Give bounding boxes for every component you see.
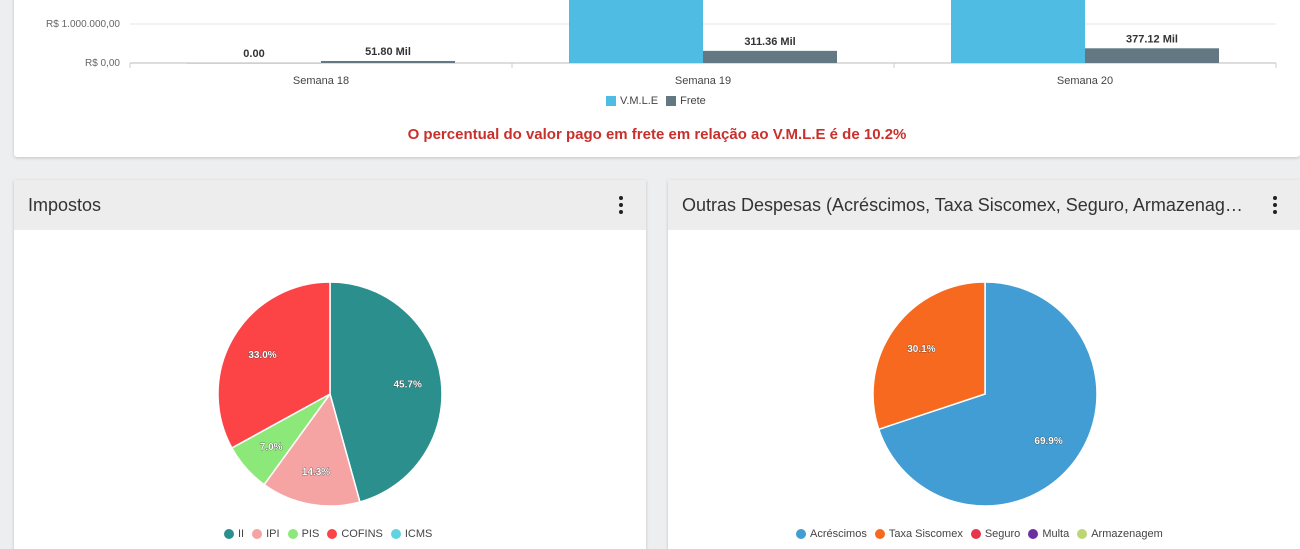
legend-label: Armazenagem [1091,528,1163,540]
legend-swatch [1028,529,1039,539]
pie-slice-acréscimos [877,281,1098,507]
y-tick-label: R$ 1.000.000,00 [46,19,120,30]
legend-item[interactable]: V.M.L.E [606,95,658,107]
legend-swatch [224,529,234,539]
legend-label: V.M.L.E [620,95,659,107]
other-expenses-card-title: Outras Despesas (Acréscimos, Taxa Siscom… [682,194,1243,215]
other-expenses-menu-icon[interactable] [1264,194,1286,216]
legend-item[interactable]: Frete [666,95,706,107]
legend-item[interactable]: COFINS [327,528,383,540]
legend-item[interactable]: Seguro [970,528,1021,540]
bar-chart-legend: V.M.L.E Frete [606,95,714,107]
taxes-pie-chart: 45.7% 14.3% 7.0% 33.0% [217,281,443,507]
pie-slice-ii [329,281,443,503]
pie-value-label: 30.1% [907,344,935,355]
bar-data-label: 0.00 [243,48,264,60]
pie-slice-cofins [217,281,331,449]
legend-swatch [796,529,806,539]
taxes-legend: II IPI PIS COFINS ICMS [224,528,440,540]
legend-label: ICMS [404,528,433,540]
other-expenses-card-header: Outras Despesas (Acréscimos, Taxa Siscom… [668,180,1300,230]
taxes-card-header: Impostos [14,180,646,230]
pie-value-label: 45.7% [394,379,422,390]
legend-swatch [252,529,263,539]
other-expenses-legend: Acréscimos Taxa Siscomex Seguro Multa Armaze… [796,528,1171,540]
legend-swatch [390,529,401,539]
legend-label: Taxa Siscomex [888,528,963,540]
legend-item[interactable]: Acréscimos [796,528,867,540]
pie-slice-ipi [263,392,361,507]
legend-label: II [238,528,245,540]
pie-value-label: 14.3% [302,467,330,478]
other-expenses-card: Outras Despesas (Acréscimos, Taxa Siscom… [668,180,1300,549]
pie-value-label: 33.0% [248,350,276,361]
legend-label: IPI [266,528,280,540]
bar-frete-0 [321,60,455,63]
pie-slice-taxa-siscomex [872,281,986,431]
bar-vmle-0 [187,63,321,64]
x-tick-label: Semana 18 [293,75,349,87]
legend-swatch [1077,529,1088,539]
legend-swatch [666,96,677,106]
y-tick-label: R$ 0,00 [85,58,120,69]
legend-swatch [970,529,981,539]
bar-vmle-2 [951,0,1085,63]
x-tick-label: Semana 20 [1057,75,1113,87]
legend-label: PIS [301,528,320,540]
legend-label: Frete [680,95,706,107]
taxes-card: Impostos 45.7% 14.3% 7.0% 33.0% II IPI PIS COF… [14,180,646,549]
pie-value-label: 69.9% [1034,436,1062,447]
legend-label: COFINS [341,528,383,540]
legend-item[interactable]: II [224,528,244,540]
bar-data-label: 377.12 Mil [1126,33,1178,45]
bar-data-label: 51.80 Mil [365,46,411,58]
bar-frete-1 [703,50,837,63]
legend-label: Multa [1042,528,1070,540]
legend-swatch [327,529,338,539]
taxes-card-title: Impostos [28,194,102,215]
weekly-bar-chart: R$ 1.000.000,00 R$ 0,00 Semana 18 Semana 19… [46,0,1277,87]
bar-data-label: 311.36 Mil [744,36,795,48]
bar-frete-2 [1085,48,1219,63]
weekly-bar-chart-card: R$ 1.000.000,00 R$ 0,00 Semana 18 Semana 19… [14,0,1300,157]
bar-vmle-1 [569,0,703,63]
legend-swatch [874,529,885,539]
legend-swatch [287,529,298,539]
pie-value-label: 7.0% [260,442,283,453]
legend-item[interactable]: Armazenagem [1077,528,1163,540]
other-expenses-pie-chart: 69.9% 30.1% [872,281,1098,507]
x-tick-label: Semana 19 [675,75,731,87]
legend-label: Acréscimos [810,528,867,540]
legend-item[interactable]: Taxa Siscomex [874,528,963,540]
legend-item[interactable]: Multa [1028,528,1069,540]
legend-label: Seguro [984,528,1021,540]
legend-item[interactable]: IPI [252,528,280,540]
legend-swatch [606,96,616,106]
legend-item[interactable]: PIS [287,528,320,540]
freight-percentage-note: O percentual do valor pago em frete em r… [407,126,907,143]
legend-item[interactable]: ICMS [390,528,433,540]
taxes-menu-icon[interactable] [610,194,632,216]
